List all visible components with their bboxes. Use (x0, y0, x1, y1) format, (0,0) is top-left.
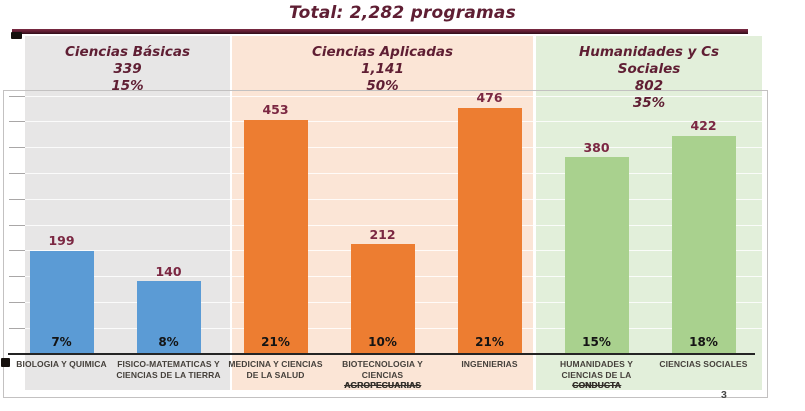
bar-value-label: 140 (155, 263, 182, 279)
y-axis-tick (9, 172, 25, 174)
bar-percent-label: 10% (368, 334, 397, 349)
bar-percent-label: 8% (158, 334, 179, 349)
group-percent: 35% (632, 95, 666, 111)
group-title: Ciencias Básicas (65, 44, 190, 60)
bar (564, 157, 629, 354)
y-axis-tick (9, 250, 25, 252)
category-label: CIENCIAS SOCIALES (642, 359, 766, 370)
category-label: BIOLOGIA Y QUIMICA (0, 359, 124, 370)
x-axis-line (8, 352, 755, 355)
bar-value-label: 453 (262, 102, 289, 118)
category-label-line: CIENCIAS DE LA TIERRA (116, 369, 221, 380)
category-label-line: CIENCIAS DE LA (561, 369, 632, 380)
bar-value-label: 212 (369, 226, 396, 242)
y-axis-tick (9, 276, 25, 278)
y-axis-tick (9, 224, 25, 226)
group-title: Humanidades y Cs Sociales (578, 44, 720, 77)
group-total: 339 (113, 61, 142, 77)
bar-value-label: 380 (583, 139, 610, 155)
bar (671, 135, 736, 354)
bar-percent-label: 21% (261, 334, 290, 349)
gridline (4, 224, 766, 226)
bar (29, 250, 94, 354)
y-axis-tick (9, 301, 25, 303)
bar-value-label: 199 (48, 233, 75, 249)
category-label-line: MEDICINA Y CIENCIAS (228, 359, 323, 369)
category-label-line: CIENCIAS (361, 369, 404, 380)
bar-percent-label: 15% (582, 334, 611, 349)
category-label: INGENIERIAS (428, 359, 552, 370)
gridline (4, 121, 766, 123)
title-underline-rule (12, 29, 748, 34)
category-label: BIOTECNOLOGIA Y CIENCIAS AGROPECUARIAS (321, 359, 445, 391)
y-axis-tick (9, 95, 25, 97)
category-label-line: CONDUCTA (572, 380, 621, 390)
y-axis-tick (9, 121, 25, 123)
bar-percent-label: 21% (475, 334, 504, 349)
y-axis-tick (9, 198, 25, 200)
category-label-line: HUMANIDADES Y (560, 359, 633, 369)
category-label-line: DE LA SALUD (246, 369, 305, 380)
category-label-line: CIENCIAS SOCIALES (659, 359, 748, 369)
bar-value-label: 476 (476, 90, 503, 106)
category-label-line: FISICO-MATEMATICAS Y (117, 359, 220, 369)
gridline (4, 198, 766, 200)
category-label-line: BIOLOGIA Y QUIMICA (16, 359, 107, 369)
bar (350, 244, 415, 354)
gridline (4, 95, 766, 97)
category-label-line: INGENIERIAS (461, 359, 518, 369)
group-title: Ciencias Aplicadas (311, 44, 454, 60)
bar-percent-label: 18% (689, 334, 718, 349)
decorative-mark-top (11, 32, 22, 39)
gridline (4, 147, 766, 149)
page-title: Total: 2,282 programas (289, 3, 516, 23)
category-label: FISICO-MATEMATICAS Y CIENCIAS DE LA TIERR… (107, 359, 231, 380)
y-axis-tick (9, 327, 25, 329)
bar-percent-label: 7% (51, 334, 72, 349)
slide-page-number: 3 (721, 389, 727, 401)
category-label-line: BIOTECNOLOGIA Y (342, 359, 423, 369)
group-total: 802 (634, 78, 664, 94)
bar (457, 107, 522, 354)
category-label: HUMANIDADES Y CIENCIAS DE LA CONDUCTA (535, 359, 659, 391)
group-percent: 15% (111, 78, 144, 94)
bar-value-label: 422 (690, 118, 717, 134)
y-axis-tick (9, 147, 25, 149)
bar (243, 119, 308, 354)
category-label: MEDICINA Y CIENCIAS DE LA SALUD (214, 359, 338, 380)
category-label-line: AGROPECUARIAS (344, 380, 421, 390)
gridline (4, 172, 766, 174)
bar (136, 281, 201, 354)
decorative-mark-bottom (1, 358, 10, 367)
group-total: 1,141 (361, 61, 404, 77)
